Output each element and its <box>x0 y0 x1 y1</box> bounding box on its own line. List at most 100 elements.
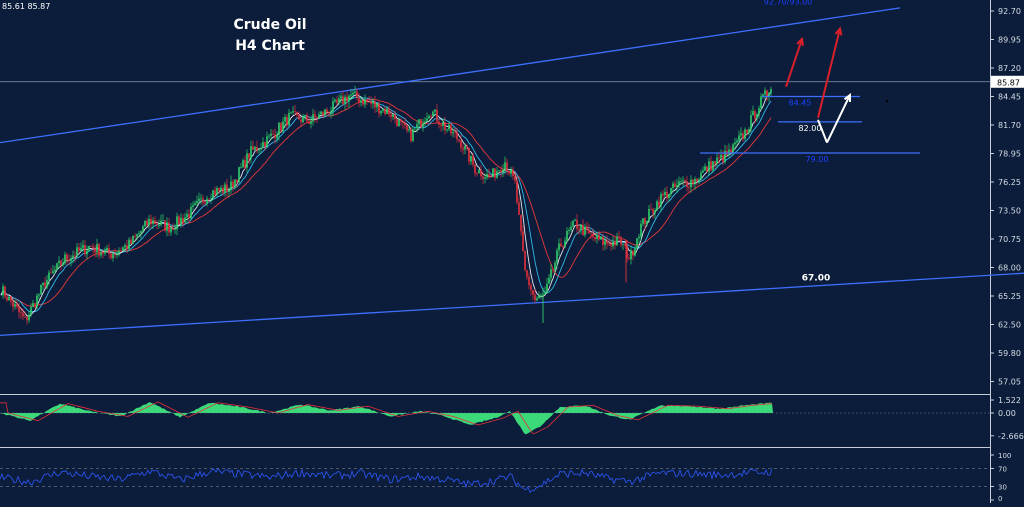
candle-body <box>140 231 142 234</box>
candle-body <box>582 224 584 236</box>
candle-body <box>102 252 104 254</box>
candle-body <box>194 203 196 206</box>
candle-body <box>50 272 52 274</box>
price-axis-label: 65.25 <box>998 292 1021 301</box>
price-axis-label: 89.95 <box>998 36 1021 45</box>
price-axis-label: 68.00 <box>998 264 1021 273</box>
candle-body <box>166 222 168 231</box>
candle-body <box>764 90 766 95</box>
candle-body <box>698 179 700 182</box>
candle-body <box>116 252 118 255</box>
candle-body <box>70 258 72 262</box>
candle-body <box>660 193 662 207</box>
candle-body <box>678 181 680 186</box>
candle-body <box>374 101 376 108</box>
candle-body <box>308 121 310 124</box>
candle-body <box>498 170 500 172</box>
candle-body <box>704 166 706 171</box>
forecast-arrow <box>817 119 828 143</box>
support-level-label: 84.45 <box>789 99 812 108</box>
candle-body <box>356 91 358 99</box>
candle-body <box>488 174 490 177</box>
candle-body <box>624 244 626 246</box>
support-level-label: 82.00 <box>799 124 822 133</box>
candle-body <box>628 258 630 260</box>
candle-body <box>540 294 542 296</box>
candle-body <box>36 295 38 308</box>
candle-body <box>690 179 692 188</box>
candle-body <box>594 236 596 240</box>
candle-body <box>598 234 600 240</box>
candle-body <box>736 140 738 143</box>
forecast-arrowhead <box>843 92 852 102</box>
candle-body <box>214 190 216 195</box>
candle-body <box>682 180 684 182</box>
candle-body <box>464 146 466 150</box>
candle-body <box>740 133 742 136</box>
candle-body <box>548 277 550 284</box>
candle-body <box>512 169 514 177</box>
price-axis-label: 70.75 <box>998 235 1021 244</box>
forecast-arrowhead <box>834 26 843 36</box>
candle-body <box>304 115 306 117</box>
candle-body <box>406 125 408 131</box>
candle-body <box>20 312 22 314</box>
candle-body <box>262 142 264 149</box>
candle-body <box>386 108 388 114</box>
candle-body <box>420 119 422 128</box>
candle-body <box>192 205 194 207</box>
forecast-arrow <box>785 38 803 87</box>
candle-body <box>744 129 746 139</box>
candle-body <box>392 114 394 118</box>
current-price-label: 85.87 <box>997 78 1020 87</box>
target-annotation: 67.00 <box>802 273 830 283</box>
candle-body <box>104 250 106 254</box>
candle-body <box>238 167 240 183</box>
candle-body <box>114 254 116 255</box>
candle-body <box>362 100 364 105</box>
candle-body <box>220 187 222 191</box>
candle-body <box>108 248 110 254</box>
candle-body <box>538 295 540 299</box>
candle-body <box>630 250 632 260</box>
candle-body <box>318 114 320 119</box>
candle-body <box>76 247 78 257</box>
candle-body <box>474 164 476 174</box>
candle-body <box>430 115 432 117</box>
candle-body <box>720 154 722 158</box>
candle-body <box>710 161 712 171</box>
candle-body <box>486 174 488 178</box>
candle-body <box>144 220 146 227</box>
forecast-arrow <box>826 94 851 144</box>
candle-body <box>250 146 252 159</box>
candle-body <box>210 198 212 200</box>
candle-body <box>422 123 424 128</box>
candle-body <box>444 122 446 131</box>
candle-body <box>586 226 588 230</box>
candle-body <box>156 224 158 225</box>
candle-body <box>436 109 438 122</box>
candle-body <box>634 247 636 256</box>
candle-body <box>198 198 200 202</box>
price-axis-label: 81.70 <box>998 121 1021 130</box>
candle-body <box>510 169 512 174</box>
price-axis-label: 59.80 <box>998 349 1021 358</box>
candle-body <box>42 282 44 285</box>
price-readout: 85.61 85.87 <box>2 2 50 11</box>
candle-body <box>278 122 280 136</box>
candle-body <box>610 243 612 247</box>
candle-body <box>340 96 342 99</box>
candle-body <box>174 229 176 231</box>
candle-body <box>700 172 702 180</box>
candle-body <box>224 184 226 193</box>
candle-body <box>176 216 178 230</box>
candle-body <box>426 118 428 122</box>
candle-body <box>748 129 750 133</box>
oscillator-axis-label: 1.522 <box>998 396 1021 405</box>
candle-body <box>40 284 42 295</box>
forecast-arrowhead <box>796 36 804 47</box>
candle-body <box>52 271 54 274</box>
candle-body <box>336 99 338 103</box>
candle-body <box>708 161 710 172</box>
